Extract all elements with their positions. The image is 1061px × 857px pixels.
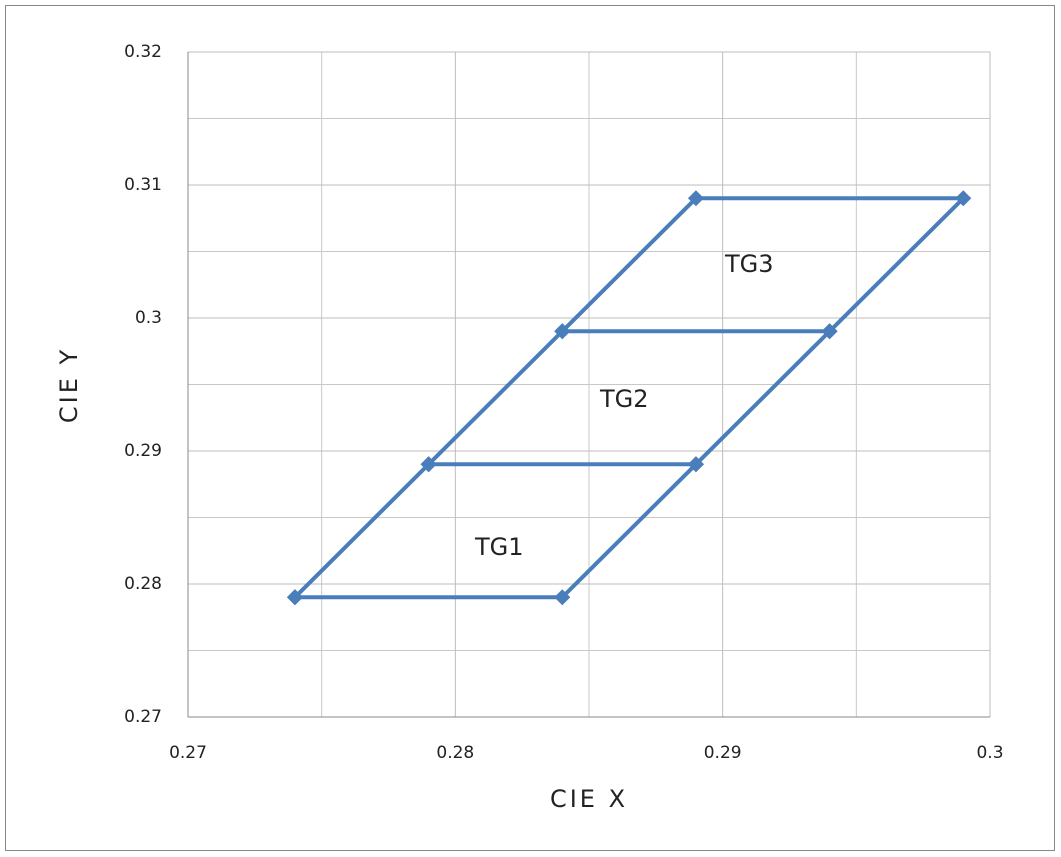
x-tick-label: 0.28: [436, 743, 474, 763]
x-tick-label: 0.29: [704, 743, 742, 763]
x-tick-label: 0.3: [976, 743, 1003, 763]
point-marker: [554, 323, 571, 340]
y-tick-label: 0.3: [135, 308, 162, 328]
y-axis-title: CIE Y: [55, 347, 83, 423]
point-marker: [286, 589, 303, 606]
annotation: TG2: [599, 385, 649, 413]
y-tick-label: 0.28: [124, 574, 162, 594]
point-marker: [955, 190, 972, 207]
y-tick-label: 0.32: [124, 42, 162, 62]
point-marker: [687, 456, 704, 473]
point-marker: [420, 456, 437, 473]
x-axis-title: CIE X: [550, 785, 628, 813]
point-marker: [821, 323, 838, 340]
annotation: TG1: [474, 533, 524, 561]
y-tick-label: 0.27: [124, 707, 162, 727]
y-tick-label: 0.31: [124, 175, 162, 195]
point-marker: [554, 589, 571, 606]
chart-frame: [5, 5, 1055, 851]
point-marker: [687, 190, 704, 207]
y-tick-label: 0.29: [124, 441, 162, 461]
annotation: TG3: [724, 250, 774, 278]
x-tick-label: 0.27: [169, 743, 207, 763]
